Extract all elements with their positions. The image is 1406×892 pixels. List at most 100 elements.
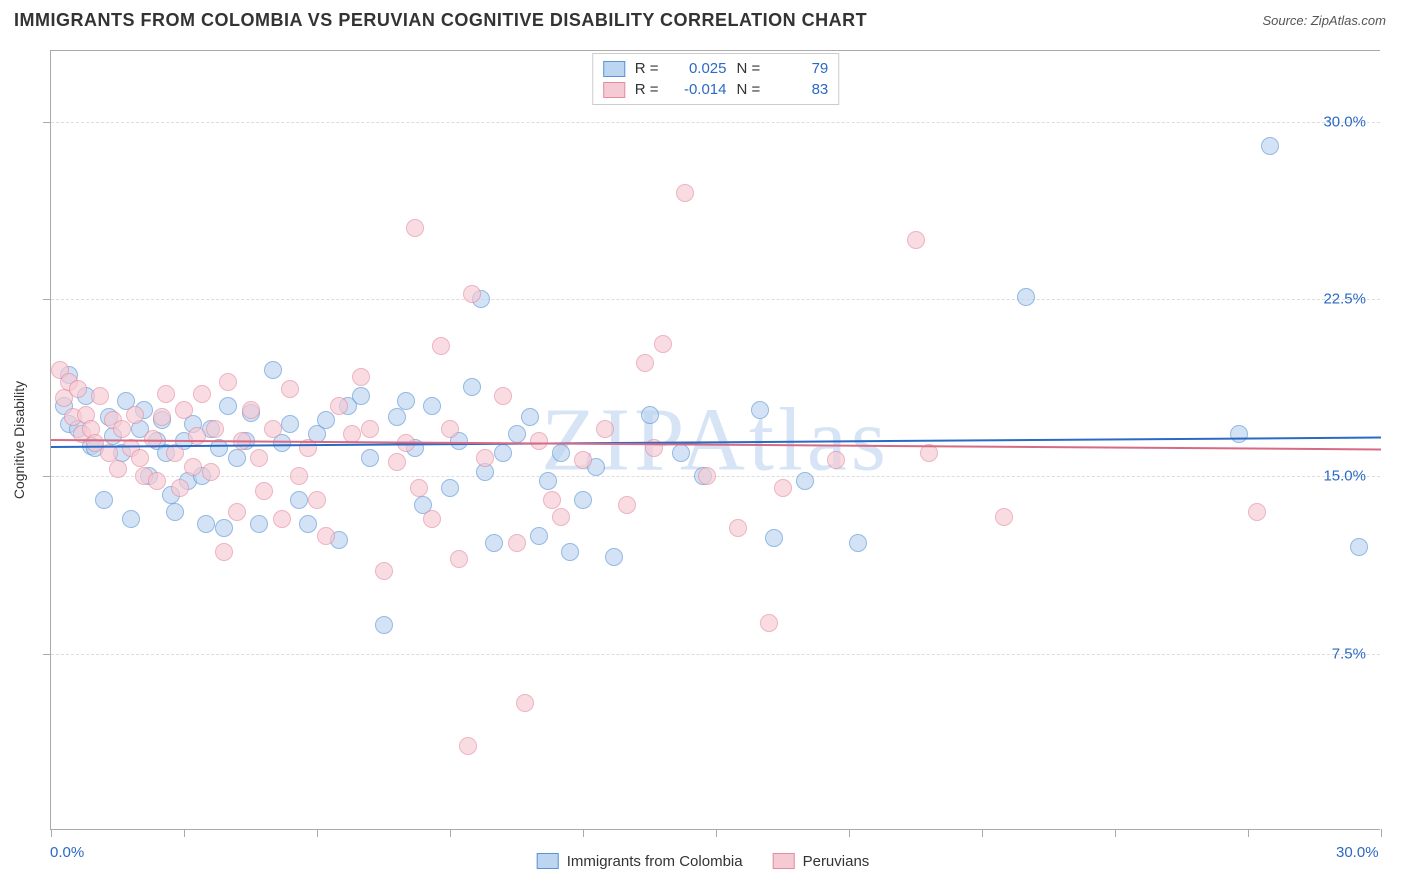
x-tick-mark	[1115, 829, 1116, 837]
scatter-point-peruvians	[774, 479, 792, 497]
scatter-point-peruvians	[290, 467, 308, 485]
scatter-point-peruvians	[508, 534, 526, 552]
legend-swatch	[537, 853, 559, 869]
scatter-point-colombia	[849, 534, 867, 552]
scatter-point-peruvians	[410, 479, 428, 497]
legend-swatch	[773, 853, 795, 869]
chart-header: IMMIGRANTS FROM COLOMBIA VS PERUVIAN COG…	[0, 0, 1406, 43]
gridline	[51, 122, 1380, 123]
scatter-point-colombia	[228, 449, 246, 467]
y-tick-mark	[43, 122, 51, 123]
scatter-point-peruvians	[206, 420, 224, 438]
scatter-point-peruvians	[113, 420, 131, 438]
scatter-point-peruvians	[729, 519, 747, 537]
series-legend-label: Immigrants from Colombia	[567, 853, 743, 870]
scatter-point-peruvians	[530, 432, 548, 450]
scatter-point-colombia	[441, 479, 459, 497]
scatter-point-colombia	[751, 401, 769, 419]
scatter-point-colombia	[765, 529, 783, 547]
scatter-point-peruvians	[1248, 503, 1266, 521]
scatter-point-peruvians	[361, 420, 379, 438]
scatter-point-colombia	[299, 515, 317, 533]
r-label: R =	[635, 60, 659, 77]
scatter-point-peruvians	[636, 354, 654, 372]
scatter-point-peruvians	[907, 231, 925, 249]
series-legend-item: Immigrants from Colombia	[537, 853, 743, 870]
n-label: N =	[737, 60, 761, 77]
series-legend-label: Peruvians	[803, 853, 870, 870]
scatter-point-colombia	[574, 491, 592, 509]
correlation-legend-row: R =0.025N =79	[603, 58, 829, 79]
scatter-point-peruvians	[432, 337, 450, 355]
scatter-point-peruvians	[273, 510, 291, 528]
x-tick-mark	[1248, 829, 1249, 837]
scatter-point-colombia	[388, 408, 406, 426]
scatter-point-colombia	[561, 543, 579, 561]
scatter-point-peruvians	[188, 427, 206, 445]
scatter-point-peruvians	[995, 508, 1013, 526]
scatter-point-peruvians	[184, 458, 202, 476]
scatter-point-peruvians	[126, 406, 144, 424]
scatter-point-peruvians	[463, 285, 481, 303]
scatter-point-peruvians	[476, 449, 494, 467]
scatter-point-peruvians	[330, 397, 348, 415]
x-tick-mark	[583, 829, 584, 837]
correlation-legend: R =0.025N =79R =-0.014N =83	[592, 53, 840, 105]
x-tick-mark	[982, 829, 983, 837]
scatter-point-colombia	[166, 503, 184, 521]
scatter-point-peruvians	[215, 543, 233, 561]
scatter-point-peruvians	[618, 496, 636, 514]
scatter-point-peruvians	[281, 380, 299, 398]
scatter-point-colombia	[375, 616, 393, 634]
y-axis-title: Cognitive Disability	[11, 381, 27, 499]
scatter-point-colombia	[539, 472, 557, 490]
scatter-point-colombia	[1350, 538, 1368, 556]
scatter-point-peruvians	[494, 387, 512, 405]
chart-title: IMMIGRANTS FROM COLOMBIA VS PERUVIAN COG…	[14, 10, 867, 31]
y-tick-mark	[43, 476, 51, 477]
scatter-point-peruvians	[148, 472, 166, 490]
scatter-point-colombia	[530, 527, 548, 545]
scatter-point-peruvians	[543, 491, 561, 509]
y-tick-mark	[43, 299, 51, 300]
source-prefix: Source:	[1262, 13, 1310, 28]
scatter-point-peruvians	[242, 401, 260, 419]
scatter-point-peruvians	[552, 508, 570, 526]
scatter-point-peruvians	[264, 420, 282, 438]
y-tick-label: 7.5%	[1332, 645, 1366, 662]
scatter-point-peruvians	[760, 614, 778, 632]
scatter-point-colombia	[122, 510, 140, 528]
scatter-point-peruvians	[388, 453, 406, 471]
scatter-point-colombia	[521, 408, 539, 426]
scatter-point-colombia	[485, 534, 503, 552]
y-tick-mark	[43, 654, 51, 655]
scatter-point-peruvians	[255, 482, 273, 500]
source-attribution: Source: ZipAtlas.com	[1262, 13, 1386, 28]
scatter-point-colombia	[605, 548, 623, 566]
scatter-point-peruvians	[574, 451, 592, 469]
scatter-point-colombia	[1261, 137, 1279, 155]
r-label: R =	[635, 81, 659, 98]
scatter-point-peruvians	[157, 385, 175, 403]
scatter-chart: ZIPAtlas Cognitive Disability R =0.025N …	[50, 50, 1380, 830]
gridline	[51, 299, 1380, 300]
scatter-point-peruvians	[193, 385, 211, 403]
scatter-point-colombia	[463, 378, 481, 396]
scatter-point-peruvians	[109, 460, 127, 478]
x-tick-mark	[1381, 829, 1382, 837]
scatter-point-peruvians	[131, 449, 149, 467]
scatter-point-peruvians	[317, 527, 335, 545]
scatter-point-peruvians	[516, 694, 534, 712]
scatter-point-colombia	[494, 444, 512, 462]
x-tick-mark	[450, 829, 451, 837]
scatter-point-peruvians	[596, 420, 614, 438]
r-value: 0.025	[669, 60, 727, 77]
n-value: 83	[770, 81, 828, 98]
scatter-point-colombia	[1230, 425, 1248, 443]
scatter-point-colombia	[361, 449, 379, 467]
scatter-point-peruvians	[352, 368, 370, 386]
scatter-point-colombia	[672, 444, 690, 462]
scatter-point-peruvians	[676, 184, 694, 202]
scatter-point-peruvians	[91, 387, 109, 405]
series-legend: Immigrants from Colombia Peruvians	[537, 840, 870, 882]
